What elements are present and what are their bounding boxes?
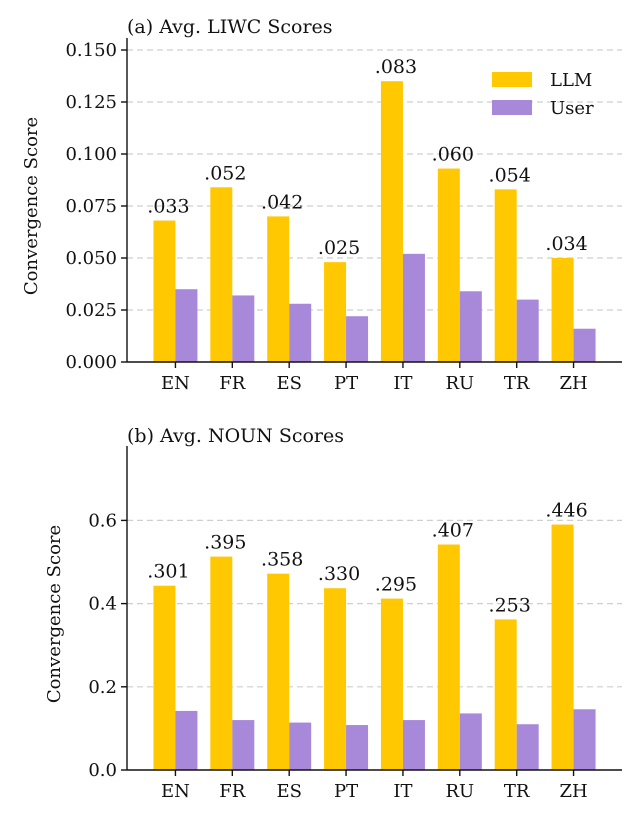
bar-llm-es	[267, 216, 290, 362]
bar-user-fr	[232, 295, 255, 362]
bar-llm-pt	[324, 588, 347, 770]
y-axis-label: Convergence Score	[44, 525, 65, 703]
data-label: .295	[375, 574, 417, 596]
bar-user-en	[175, 710, 198, 770]
bar-llm-zh	[551, 524, 574, 770]
panel-liwc: 0.000 0.025 0.050 0.075 0.100 0.125 0.150 .033 E…	[21, 16, 622, 394]
bar-user-zh	[573, 328, 596, 362]
x-tick-label: RU	[445, 781, 474, 802]
y-tick-label: 0.2	[88, 677, 117, 698]
chart-title: (b) Avg. NOUN Scores	[127, 425, 344, 447]
y-tick-label: 0.075	[65, 196, 117, 217]
x-tick-label: ZH	[559, 373, 587, 394]
x-tick-label: EN	[161, 781, 190, 802]
data-label: .034	[545, 233, 587, 255]
chart-title: (a) Avg. LIWC Scores	[127, 16, 333, 38]
data-label: .083	[375, 56, 417, 78]
x-tick-label: FR	[219, 781, 245, 802]
panel-noun: 0.0 0.2 0.4 0.6 .301 EN .395 FR .358 ES .330 PT .295…	[44, 425, 622, 802]
bar-llm-ru	[437, 544, 460, 770]
bar-user-it	[402, 720, 425, 770]
bar-user-ru	[459, 291, 482, 362]
bar-user-pt	[346, 316, 369, 362]
bar-llm-pt	[324, 262, 347, 362]
bar-user-tr	[516, 724, 539, 770]
data-label: .446	[545, 500, 587, 522]
bar-llm-fr	[210, 187, 233, 362]
data-label: .052	[204, 162, 246, 184]
data-label: .054	[489, 164, 531, 186]
bar-llm-en	[153, 220, 176, 362]
data-label: .025	[318, 237, 360, 259]
x-tick-label: PT	[334, 373, 358, 394]
y-tick-label: 0.0	[88, 760, 117, 781]
bar-user-fr	[232, 720, 255, 770]
data-label: .407	[432, 520, 474, 542]
bar-user-en	[175, 289, 198, 362]
y-tick-label: 0.150	[65, 40, 117, 61]
x-tick-label: RU	[445, 373, 474, 394]
x-tick-label: ZH	[559, 781, 587, 802]
y-tick-label: 0.4	[88, 594, 117, 615]
x-tick-label: IT	[393, 373, 412, 394]
legend-label-user: User	[550, 98, 594, 119]
y-tick-label: 0.000	[65, 352, 117, 373]
y-tick-label: 0.050	[65, 248, 117, 269]
bar-llm-fr	[210, 556, 233, 770]
x-tick-label: ES	[276, 781, 301, 802]
x-tick-label: TR	[504, 373, 530, 394]
data-label: .042	[261, 191, 303, 213]
x-tick-label: PT	[334, 781, 358, 802]
bar-user-es	[289, 722, 312, 770]
bar-user-ru	[459, 713, 482, 770]
x-tick-label: FR	[219, 373, 245, 394]
y-axis-label: Convergence Score	[21, 117, 42, 295]
bar-user-es	[289, 303, 312, 362]
bar-user-it	[402, 253, 425, 362]
bar-user-tr	[516, 299, 539, 362]
data-label: .033	[147, 196, 189, 218]
legend-label-llm: LLM	[550, 70, 592, 91]
bar-llm-tr	[494, 189, 517, 362]
bar-user-zh	[573, 709, 596, 770]
y-tick-label: 0.100	[65, 144, 117, 165]
bar-llm-it	[380, 81, 403, 362]
bar-llm-tr	[494, 619, 517, 770]
bar-llm-en	[153, 585, 176, 770]
data-label: .060	[432, 144, 474, 166]
data-label: .358	[261, 549, 303, 571]
x-tick-label: IT	[393, 781, 412, 802]
data-label: .330	[318, 563, 360, 585]
data-label: .395	[204, 532, 246, 554]
bar-llm-zh	[551, 258, 574, 362]
legend-swatch-llm	[492, 72, 532, 87]
data-label: .253	[489, 594, 531, 616]
y-tick-label: 0.025	[65, 300, 117, 321]
y-tick-label: 0.125	[65, 92, 117, 113]
bar-llm-ru	[437, 168, 460, 362]
x-tick-label: EN	[161, 373, 190, 394]
bar-user-pt	[346, 725, 369, 770]
data-label: .301	[147, 561, 189, 583]
bar-llm-es	[267, 573, 290, 770]
x-tick-label: TR	[504, 781, 530, 802]
y-tick-label: 0.6	[88, 510, 117, 531]
x-tick-label: ES	[276, 373, 301, 394]
legend-swatch-user	[492, 100, 532, 115]
bar-llm-it	[380, 598, 403, 770]
